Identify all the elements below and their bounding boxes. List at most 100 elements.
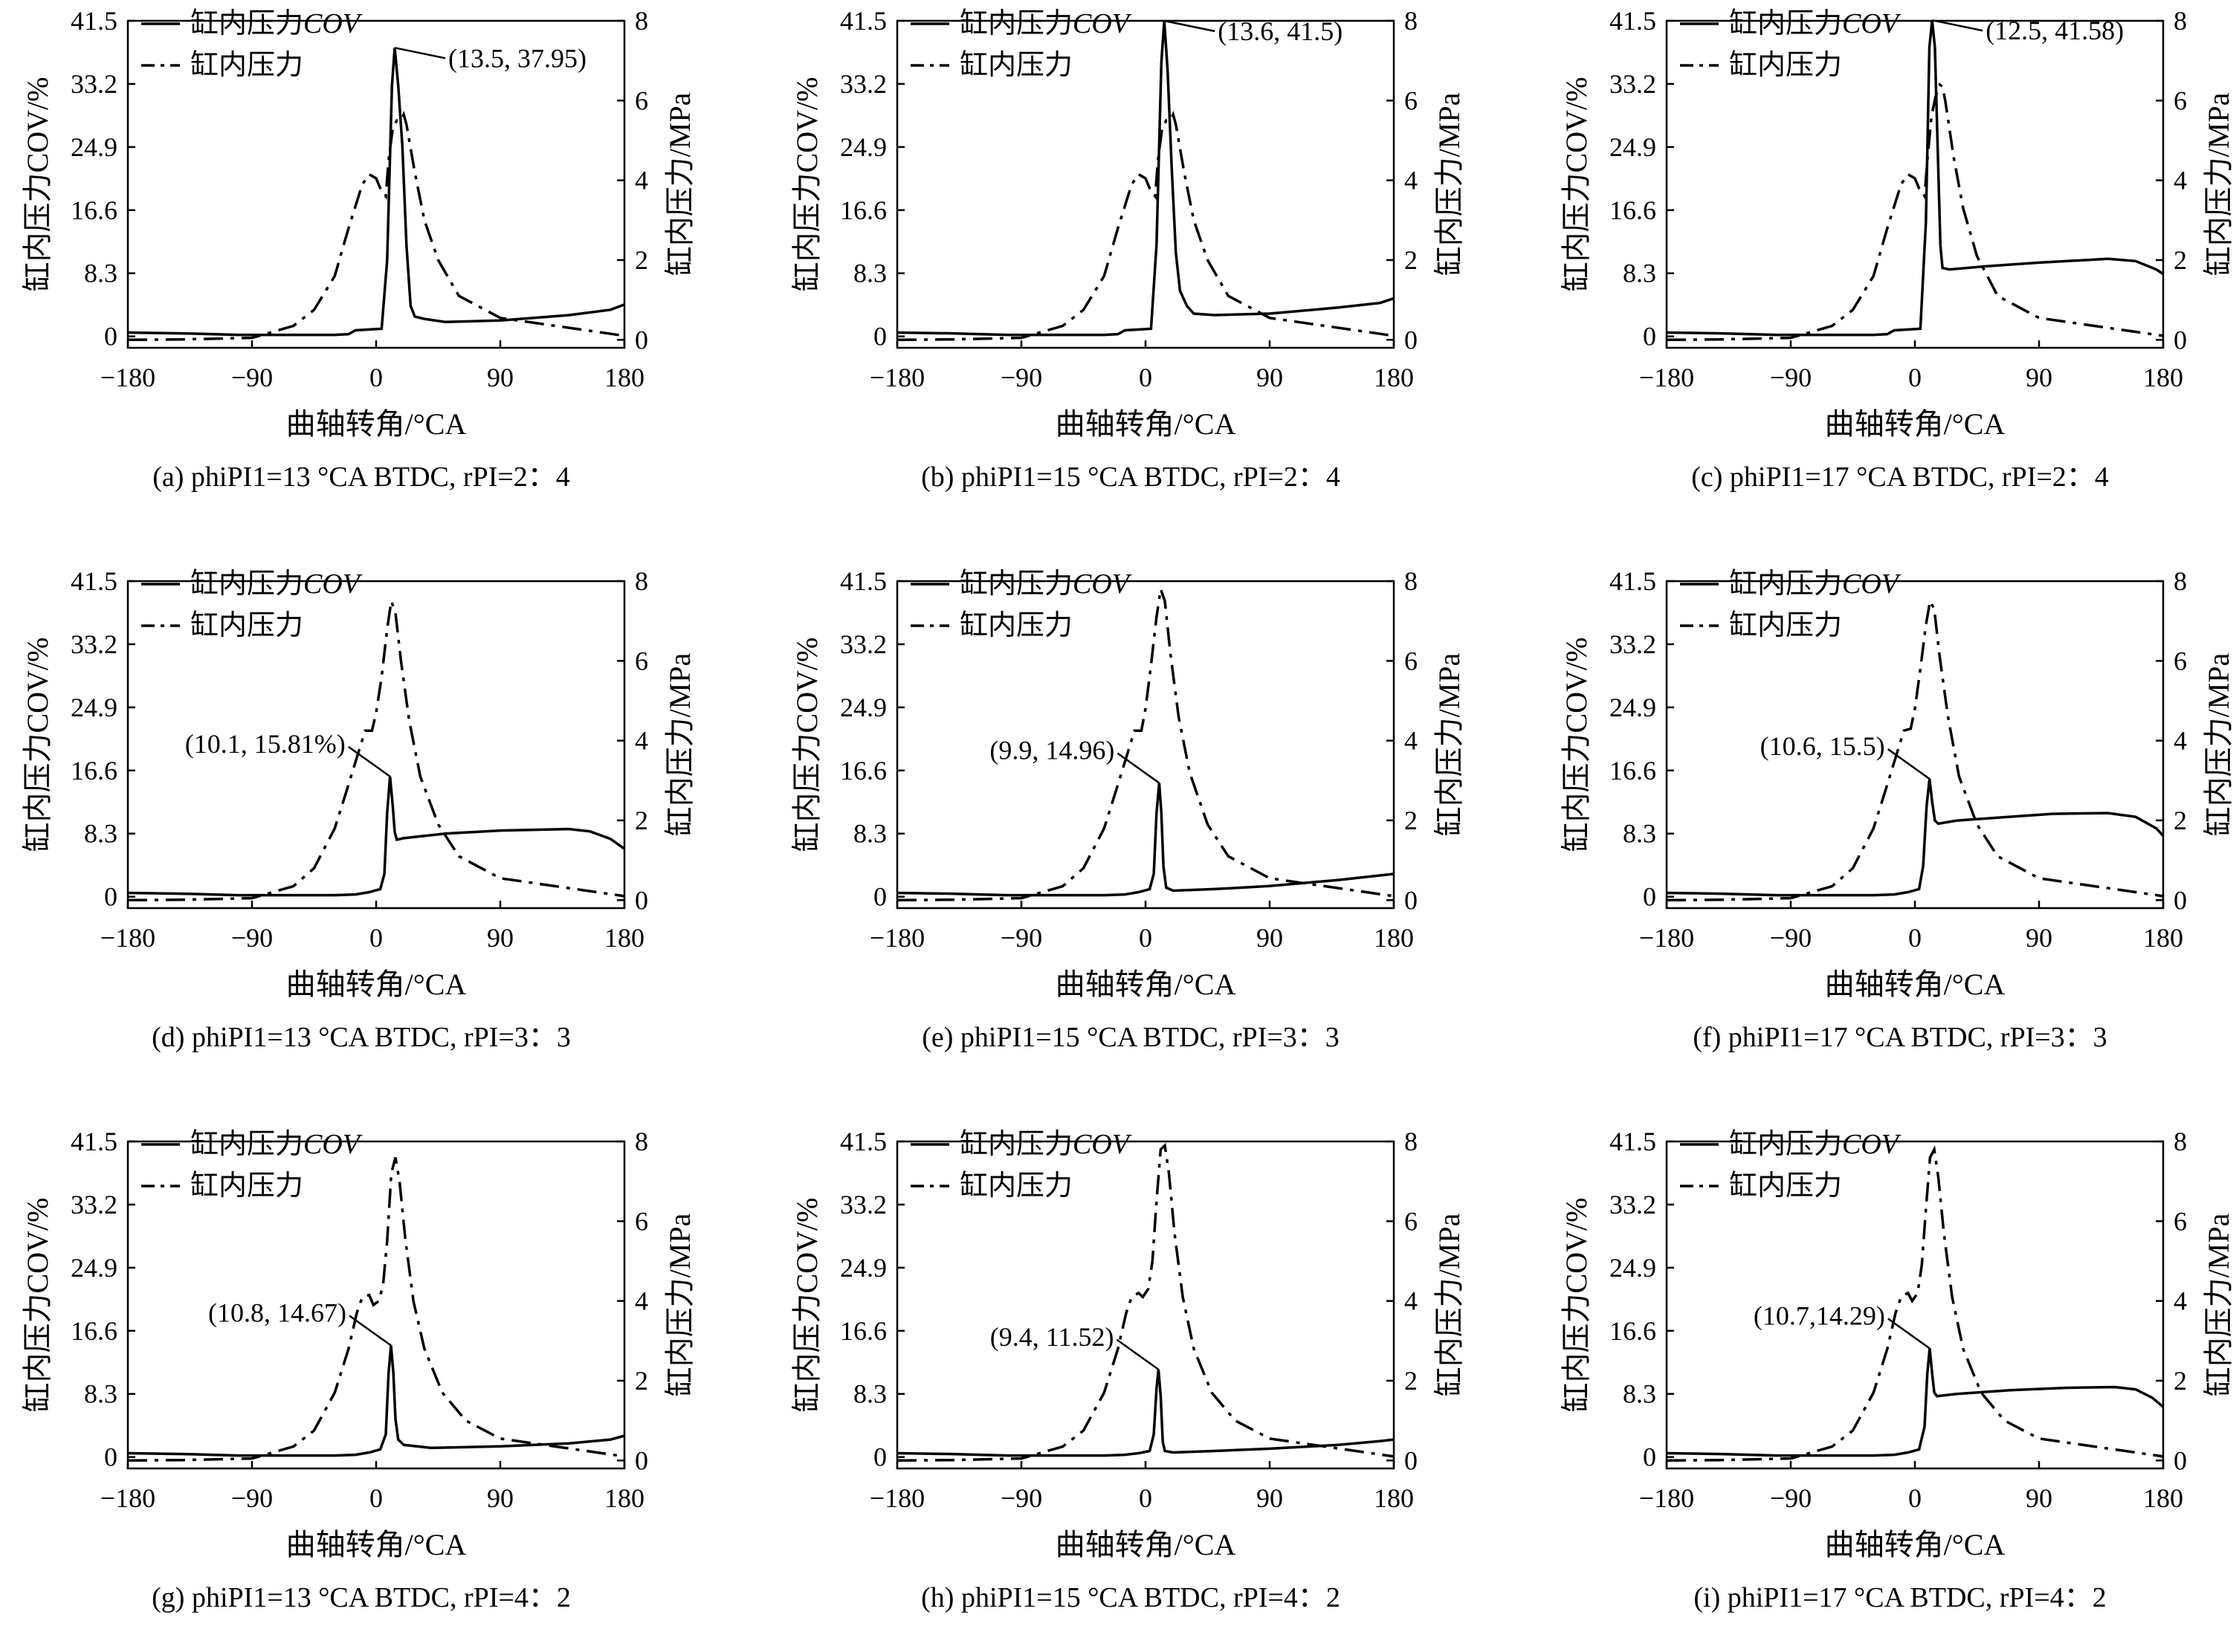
y-left-tick-label: 41.5 [71, 566, 117, 596]
y-right-tick-label: 6 [1404, 85, 1418, 115]
x-tick-label: 180 [1374, 1483, 1414, 1513]
x-axis-label: 曲轴转角/°CA [1825, 407, 2006, 441]
legend-entry-cov: 缸内压力COV [960, 569, 1132, 600]
series-line-pressure [897, 1142, 1394, 1462]
legend: 缸内压力COV 缸内压力 [911, 8, 1132, 81]
x-axis-label: 曲轴转角/°CA [1056, 407, 1236, 441]
y-left-tick-label: 0 [873, 322, 887, 352]
y-left-tick-label: 33.2 [71, 69, 117, 99]
y-left-tick-label: 16.6 [71, 1316, 117, 1346]
y-left-tick-label: 41.5 [1609, 1127, 1656, 1156]
legend-entry-cov: 缸内压力COV [190, 1129, 363, 1160]
y-left-tick-label: 0 [1643, 1442, 1656, 1472]
y-left-tick-label: 24.9 [71, 693, 117, 722]
y-left-tick-label: 24.9 [840, 693, 887, 722]
subplot-caption: (g) phiPI1=13 °CA BTDC, rPI=4：2 [152, 1582, 571, 1613]
annotation-label: (10.6, 15.5) [1760, 731, 1885, 761]
x-tick-label: 90 [487, 363, 514, 392]
x-tick-label: −90 [1770, 1483, 1812, 1513]
y-left-tick-label: 33.2 [840, 629, 887, 659]
x-tick-label: −90 [1001, 923, 1042, 953]
y-left-tick-label: 0 [104, 1442, 117, 1472]
y-left-tick-label: 41.5 [1609, 6, 1656, 36]
y-right-tick-label: 4 [635, 726, 648, 756]
x-axis-label: 曲轴转角/°CA [286, 407, 467, 441]
y-left-tick-label: 33.2 [840, 1190, 887, 1219]
x-axis-label: 曲轴转角/°CA [1056, 1528, 1236, 1561]
legend-entry-cov: 缸内压力COV [960, 8, 1132, 39]
y-axis-label-left: 缸内压力COV/% [790, 638, 824, 852]
y-left-tick-label: 33.2 [71, 1190, 117, 1219]
y-right-tick-label: 6 [1404, 1206, 1418, 1236]
y-left-tick-label: 16.6 [71, 195, 117, 225]
legend-entry-cov: 缸内压力COV [1729, 8, 1902, 39]
y-axis-label-right: 缸内压力/MPa [1432, 1213, 1466, 1396]
y-axis-label-right: 缸内压力/MPa [1432, 652, 1466, 836]
x-tick-label: 0 [369, 1483, 383, 1513]
y-left-tick-label: 8.3 [1623, 819, 1656, 849]
annotation-leader [348, 745, 391, 777]
y-right-tick-label: 4 [2174, 1286, 2187, 1316]
y-left-tick-label: 0 [104, 882, 117, 912]
y-left-tick-label: 24.9 [1609, 1253, 1656, 1283]
y-right-tick-label: 6 [1404, 646, 1418, 676]
y-right-tick-label: 2 [635, 806, 648, 835]
y-right-tick-label: 8 [635, 1127, 648, 1156]
y-left-tick-label: 24.9 [71, 1253, 117, 1283]
y-left-tick-label: 8.3 [1623, 259, 1656, 288]
annotation-leader [394, 47, 446, 59]
y-axis-label-left: 缸内压力COV/% [790, 77, 824, 292]
y-left-tick-label: 33.2 [1609, 69, 1656, 99]
legend: 缸内压力COV 缸内压力 [911, 1129, 1132, 1202]
x-tick-label: 0 [1908, 1483, 1922, 1513]
y-right-tick-label: 6 [2174, 1206, 2187, 1236]
y-axis-label-right: 缸内压力/MPa [2202, 92, 2235, 276]
y-left-tick-label: 8.3 [84, 259, 117, 288]
y-right-tick-label: 2 [635, 245, 648, 275]
legend: 缸内压力COV 缸内压力 [911, 569, 1132, 641]
series-line-cov [1667, 1348, 2163, 1457]
y-right-tick-label: 6 [635, 85, 648, 115]
x-tick-label: −180 [100, 1483, 155, 1513]
y-left-tick-label: 8.3 [853, 819, 887, 849]
y-left-tick-label: 16.6 [1609, 1316, 1656, 1346]
y-right-tick-label: 8 [635, 6, 648, 36]
y-axis-label-left: 缸内压力COV/% [21, 638, 54, 852]
x-tick-label: 180 [2143, 1483, 2183, 1513]
series-line-cov [897, 783, 1394, 897]
y-left-tick-label: 16.6 [840, 1316, 887, 1346]
subplot-b: −180 −90 0 90 180 0 8.3 16.6 24.9 33.2 41.5 0 2 4 6 8 曲轴… [790, 6, 1466, 493]
x-axis-label: 曲轴转角/°CA [1825, 1528, 2006, 1561]
x-tick-label: 0 [369, 923, 383, 953]
x-tick-label: −180 [1639, 1483, 1694, 1513]
y-right-tick-label: 8 [2174, 566, 2187, 596]
y-right-tick-label: 0 [635, 1445, 648, 1475]
y-left-tick-label: 33.2 [1609, 629, 1656, 659]
y-axis-label-left: 缸内压力COV/% [21, 77, 54, 292]
x-tick-label: 90 [2026, 1483, 2052, 1513]
x-tick-label: 180 [2143, 363, 2183, 392]
series-line-pressure [897, 111, 1394, 342]
y-right-tick-label: 4 [635, 1286, 648, 1316]
legend-entry-pressure: 缸内压力 [1729, 1170, 1842, 1202]
subplot-caption: (e) phiPI1=15 °CA BTDC, rPI=3：3 [922, 1022, 1340, 1053]
annotation-label: (13.6, 41.5) [1218, 16, 1343, 46]
subplot-h: −180 −90 0 90 180 0 8.3 16.6 24.9 33.2 41.5 0 2 4 6 8 曲轴… [790, 1127, 1466, 1613]
x-tick-label: −90 [1001, 363, 1042, 392]
y-left-tick-label: 16.6 [1609, 756, 1656, 785]
legend: 缸内压力COV 缸内压力 [141, 1129, 363, 1202]
series-line-cov [897, 21, 1394, 337]
y-right-tick-label: 4 [2174, 166, 2187, 195]
y-right-tick-label: 8 [635, 566, 648, 596]
x-tick-label: 90 [1256, 923, 1283, 953]
y-right-tick-label: 4 [635, 166, 648, 195]
y-left-tick-label: 0 [873, 882, 887, 912]
y-right-tick-label: 4 [2174, 726, 2187, 756]
y-left-tick-label: 8.3 [84, 819, 117, 849]
y-left-tick-label: 8.3 [853, 1379, 887, 1409]
legend: 缸内压力COV 缸内压力 [141, 569, 363, 641]
x-tick-label: 0 [1908, 363, 1922, 392]
subplot-g: −180 −90 0 90 180 0 8.3 16.6 24.9 33.2 41.5 0 2 4 6 8 曲轴… [21, 1127, 697, 1613]
x-tick-label: 90 [1256, 1483, 1283, 1513]
